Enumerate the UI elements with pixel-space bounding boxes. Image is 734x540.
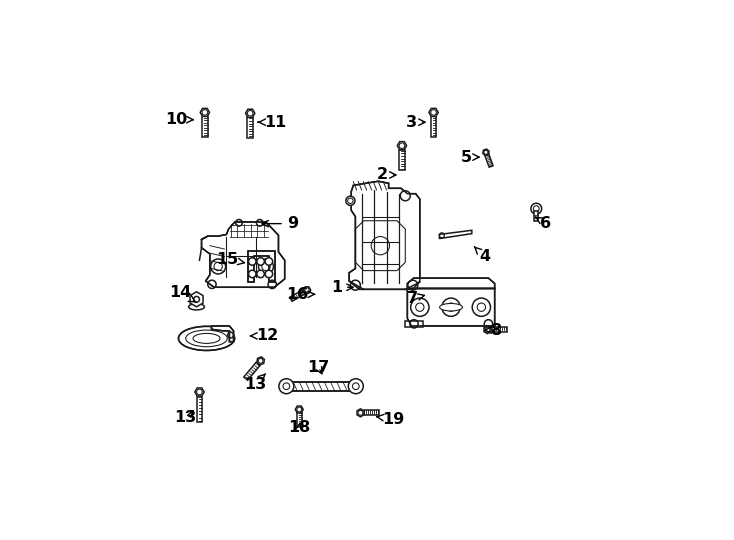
Text: 13: 13 xyxy=(244,374,266,391)
Text: 15: 15 xyxy=(216,252,244,267)
Polygon shape xyxy=(195,388,204,396)
Polygon shape xyxy=(197,397,203,422)
Polygon shape xyxy=(248,251,275,282)
Polygon shape xyxy=(407,278,495,288)
Text: 4: 4 xyxy=(474,247,490,265)
Polygon shape xyxy=(407,288,495,326)
Circle shape xyxy=(257,270,264,278)
Circle shape xyxy=(279,379,294,394)
Circle shape xyxy=(257,258,264,265)
Text: 16: 16 xyxy=(286,287,315,302)
Text: 19: 19 xyxy=(377,411,404,427)
Text: 18: 18 xyxy=(288,420,310,435)
Polygon shape xyxy=(491,327,507,332)
Polygon shape xyxy=(190,292,203,307)
Polygon shape xyxy=(483,149,489,156)
Polygon shape xyxy=(349,181,420,289)
Text: 12: 12 xyxy=(250,328,279,343)
Polygon shape xyxy=(247,117,253,138)
Circle shape xyxy=(400,191,410,201)
Polygon shape xyxy=(290,289,305,301)
Text: 2: 2 xyxy=(377,167,396,183)
Polygon shape xyxy=(363,410,379,415)
Text: 5: 5 xyxy=(461,150,479,165)
Polygon shape xyxy=(484,326,491,334)
Polygon shape xyxy=(246,109,255,117)
Polygon shape xyxy=(405,321,424,327)
Text: 8: 8 xyxy=(484,322,501,338)
Circle shape xyxy=(249,270,256,278)
Polygon shape xyxy=(202,222,285,287)
Text: 13: 13 xyxy=(174,410,197,425)
Text: 1: 1 xyxy=(331,280,353,295)
Polygon shape xyxy=(397,141,407,150)
Polygon shape xyxy=(357,409,364,417)
Polygon shape xyxy=(440,230,472,239)
Polygon shape xyxy=(399,150,405,170)
Ellipse shape xyxy=(178,326,235,350)
Circle shape xyxy=(349,379,363,394)
Polygon shape xyxy=(287,382,355,391)
Circle shape xyxy=(265,270,272,278)
Text: 10: 10 xyxy=(164,112,193,127)
Text: 7: 7 xyxy=(407,291,424,306)
Polygon shape xyxy=(485,154,493,167)
Ellipse shape xyxy=(440,303,462,311)
Polygon shape xyxy=(303,287,310,293)
Polygon shape xyxy=(202,117,208,137)
Circle shape xyxy=(265,258,272,265)
Circle shape xyxy=(531,203,542,214)
Text: 17: 17 xyxy=(308,360,330,375)
Circle shape xyxy=(249,258,256,265)
Polygon shape xyxy=(295,406,303,413)
Text: 3: 3 xyxy=(406,114,425,130)
Ellipse shape xyxy=(189,303,205,310)
Text: 11: 11 xyxy=(258,114,286,130)
Polygon shape xyxy=(211,326,233,342)
Text: 6: 6 xyxy=(535,216,551,231)
Polygon shape xyxy=(200,109,209,117)
Polygon shape xyxy=(244,362,260,380)
Text: 14: 14 xyxy=(169,285,196,302)
Text: 9: 9 xyxy=(262,216,298,231)
Polygon shape xyxy=(534,211,538,221)
Polygon shape xyxy=(429,109,438,117)
Polygon shape xyxy=(257,357,264,364)
Ellipse shape xyxy=(346,196,355,205)
Polygon shape xyxy=(431,117,437,137)
Polygon shape xyxy=(297,413,302,427)
